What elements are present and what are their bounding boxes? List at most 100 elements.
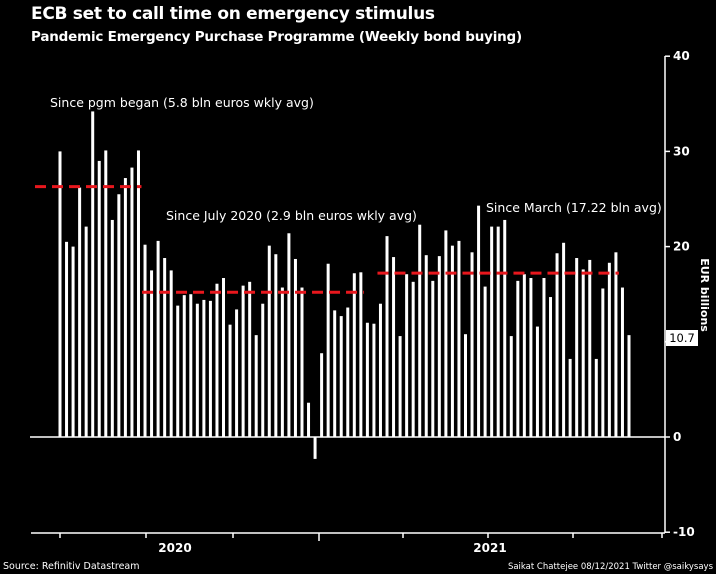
bar xyxy=(549,297,553,437)
bar xyxy=(293,258,297,437)
bar xyxy=(208,300,212,437)
bar xyxy=(601,288,605,437)
bar xyxy=(424,255,428,437)
bar xyxy=(163,258,167,437)
chart-subtitle: Pandemic Emergency Purchase Programme (W… xyxy=(31,29,522,45)
bar xyxy=(463,334,467,437)
bar xyxy=(418,224,422,437)
credit-note: Saikat Chattejee 08/12/2021 Twitter @sai… xyxy=(507,562,713,572)
bar xyxy=(97,160,101,438)
bar xyxy=(313,437,317,459)
bar xyxy=(150,270,154,437)
bar xyxy=(202,299,206,437)
bar xyxy=(568,358,572,437)
source-note: Source: Refinitiv Datastream xyxy=(3,561,140,572)
bar xyxy=(490,226,494,437)
bar xyxy=(58,151,62,437)
y-tick-label: 30 xyxy=(673,144,690,158)
bar xyxy=(392,257,396,437)
bar xyxy=(307,402,311,437)
bar xyxy=(176,305,180,437)
bar xyxy=(189,294,193,437)
bar xyxy=(84,226,88,437)
annotation-since-march: Since March (17.22 bln avg) xyxy=(486,200,662,215)
x-tick-label-2020: 2020 xyxy=(158,541,191,555)
bar xyxy=(261,303,265,437)
bar xyxy=(483,286,487,437)
bar xyxy=(110,219,114,437)
bar xyxy=(588,259,592,437)
bar xyxy=(477,205,481,437)
bar xyxy=(575,258,579,437)
y-axis-label: EUR billions xyxy=(698,258,711,332)
bar xyxy=(457,240,461,437)
annotation-since-pgm-began: Since pgm began (5.8 bln euros wkly avg) xyxy=(50,95,314,110)
annotation-since-july-2020: Since July 2020 (2.9 bln euros wkly avg) xyxy=(166,208,417,223)
bar xyxy=(411,281,415,437)
y-ticks-group: 40 30 20 0 -10 xyxy=(665,49,695,539)
bar xyxy=(254,335,258,437)
bar xyxy=(522,274,526,437)
bar xyxy=(496,226,500,437)
bar xyxy=(450,245,454,437)
last-value-box xyxy=(666,330,698,346)
y-tick-label: 40 xyxy=(673,49,690,63)
bar xyxy=(607,262,611,437)
bar xyxy=(346,307,350,437)
bar xyxy=(352,273,356,437)
bar xyxy=(562,242,566,437)
bar xyxy=(222,278,226,437)
bar xyxy=(470,252,474,437)
last-value-label: 10.7 xyxy=(669,331,695,345)
bar xyxy=(581,269,585,437)
bar xyxy=(78,187,82,437)
bar xyxy=(326,263,330,437)
bar xyxy=(365,322,369,437)
x-ticks-group xyxy=(59,533,663,541)
bar xyxy=(143,244,147,437)
bar xyxy=(509,336,513,437)
bar xyxy=(123,178,127,437)
bar xyxy=(91,111,95,437)
bar xyxy=(228,324,232,437)
bar xyxy=(104,150,108,437)
bar xyxy=(280,287,284,437)
bar xyxy=(503,219,507,437)
bar xyxy=(195,303,199,437)
bar xyxy=(71,246,75,437)
bar xyxy=(359,272,363,437)
bar xyxy=(378,303,382,437)
bar xyxy=(215,283,219,437)
bar xyxy=(182,295,186,437)
bar xyxy=(437,256,441,437)
bar xyxy=(431,280,435,437)
bar xyxy=(444,230,448,437)
bar xyxy=(156,240,160,437)
bar xyxy=(274,254,278,437)
bar xyxy=(287,233,291,437)
bar xyxy=(535,326,539,437)
y-tick-label: -10 xyxy=(673,525,695,539)
bar xyxy=(627,335,631,437)
bar xyxy=(267,245,271,437)
bar xyxy=(398,336,402,437)
bar xyxy=(169,270,173,437)
bar xyxy=(594,358,598,437)
bar xyxy=(117,194,121,437)
bar xyxy=(320,353,324,437)
y-tick-label: 20 xyxy=(673,240,690,254)
bar xyxy=(235,309,239,437)
bar xyxy=(241,285,245,437)
bar xyxy=(529,278,533,437)
bar xyxy=(620,287,624,437)
bar xyxy=(248,281,252,437)
bar xyxy=(300,287,304,437)
bar xyxy=(130,167,134,438)
x-tick-label-2021: 2021 xyxy=(473,541,506,555)
bar xyxy=(372,323,376,437)
bar xyxy=(516,280,520,437)
bars-group xyxy=(58,111,631,459)
y-tick-label: 0 xyxy=(673,430,681,444)
bar xyxy=(339,316,343,437)
